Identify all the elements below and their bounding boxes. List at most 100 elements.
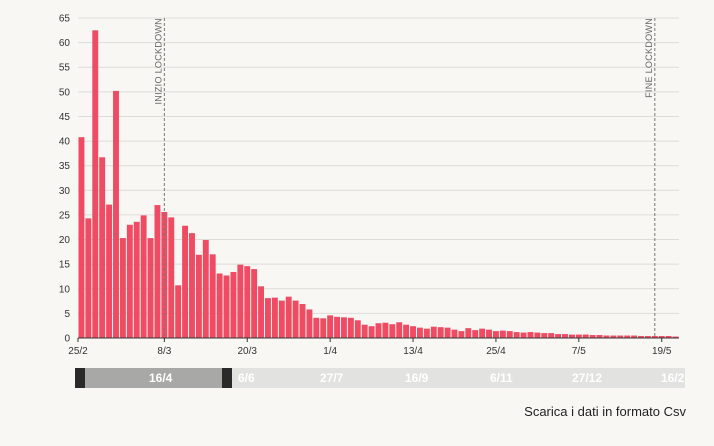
bar xyxy=(665,336,672,338)
x-tick-label: 20/3 xyxy=(238,346,258,357)
bar xyxy=(451,329,458,338)
bar xyxy=(320,318,327,338)
x-tick-label: 19/5 xyxy=(652,346,672,357)
bar xyxy=(527,332,534,338)
bar xyxy=(85,218,92,338)
bar xyxy=(209,254,216,338)
bar xyxy=(265,298,271,338)
timeline-label: 27/7 xyxy=(320,371,344,385)
annotation-label: INIZIO LOCKDOWN xyxy=(153,18,163,105)
bar xyxy=(175,285,182,338)
y-tick-label: 55 xyxy=(59,63,71,74)
bar xyxy=(327,315,334,338)
bar xyxy=(375,323,382,338)
bar xyxy=(589,335,596,338)
y-tick-label: 30 xyxy=(59,186,71,197)
bar xyxy=(644,336,651,338)
bar-layer xyxy=(78,30,679,339)
bar xyxy=(389,324,396,338)
bar xyxy=(119,238,126,338)
timeline-handle-left[interactable] xyxy=(75,368,85,388)
y-tick-label: 45 xyxy=(59,112,71,123)
bar xyxy=(347,317,354,338)
bar xyxy=(106,204,113,338)
bar xyxy=(458,331,465,338)
bar xyxy=(410,326,416,338)
bar xyxy=(278,300,285,338)
bar xyxy=(582,334,589,338)
chart: INIZIO LOCKDOWN FINE LOCKDOWN 0 5 10 15 20 25 3… xyxy=(59,14,679,357)
y-tick-label: 50 xyxy=(59,87,71,98)
bar xyxy=(548,333,555,338)
bar xyxy=(244,266,251,338)
bar xyxy=(423,328,430,338)
bar xyxy=(513,332,520,338)
timeline-window[interactable]: 16/4 xyxy=(75,368,232,388)
bar xyxy=(189,233,195,338)
timeline-handle-right[interactable] xyxy=(222,368,232,388)
timeline-label: 27/12 xyxy=(572,371,603,385)
bar xyxy=(299,304,306,338)
bar xyxy=(472,330,479,338)
x-tick-label: 25/2 xyxy=(68,346,88,357)
bar xyxy=(568,334,575,338)
y-tick-label: 65 xyxy=(59,14,71,25)
bar xyxy=(603,335,610,338)
y-tick-label: 15 xyxy=(59,260,71,271)
bar xyxy=(624,335,631,338)
bar xyxy=(285,296,292,338)
bar xyxy=(562,334,568,338)
bar xyxy=(596,335,603,338)
bar xyxy=(292,300,299,338)
bar xyxy=(465,328,472,338)
bar xyxy=(437,327,444,338)
bar xyxy=(237,264,244,338)
bar xyxy=(672,336,679,338)
y-tick-label: 35 xyxy=(59,161,71,172)
bar xyxy=(99,157,106,338)
bar xyxy=(658,336,665,338)
bar xyxy=(368,326,375,338)
x-tick-label: 7/5 xyxy=(572,346,586,357)
bar xyxy=(147,238,154,338)
bar xyxy=(396,322,403,338)
y-tick-label: 40 xyxy=(59,137,71,148)
bar xyxy=(341,317,347,338)
bar xyxy=(534,332,541,338)
bar xyxy=(382,322,389,338)
bar xyxy=(230,272,237,338)
bar xyxy=(361,324,368,338)
bar xyxy=(182,225,189,338)
bar xyxy=(251,269,258,338)
y-tick-label: 5 xyxy=(64,309,70,320)
timeline-label: 6/11 xyxy=(490,371,513,385)
bar xyxy=(479,328,486,338)
download-csv-link[interactable]: Scarica i dati in formato Csv xyxy=(524,404,686,419)
x-tick-label: 8/3 xyxy=(157,346,171,357)
bar xyxy=(430,326,437,338)
bar xyxy=(486,329,492,338)
annotation-layer: INIZIO LOCKDOWN FINE LOCKDOWN xyxy=(153,18,656,338)
axis-layer: 0 5 10 15 20 25 30 35 40 45 50 55 60 65 25/2 8/3 20/3 1/4… xyxy=(59,14,679,357)
bar xyxy=(216,273,223,338)
bar xyxy=(92,30,99,339)
bar xyxy=(78,137,85,338)
timeline-label: 16/9 xyxy=(405,371,429,385)
bar xyxy=(140,215,147,338)
bar xyxy=(416,327,423,338)
bar xyxy=(499,330,506,338)
bar xyxy=(492,331,499,338)
timeline-slider[interactable]: 16/4 6/6 27/7 16/9 6/11 27/12 16/2 xyxy=(75,368,685,388)
bar xyxy=(113,90,119,338)
y-tick-label: 60 xyxy=(59,38,71,49)
bar xyxy=(631,335,638,338)
grid-layer xyxy=(78,17,679,314)
x-tick-label: 25/4 xyxy=(486,346,506,357)
timeline-label: 16/2 xyxy=(661,371,685,385)
y-tick-label: 0 xyxy=(64,334,70,345)
bar xyxy=(195,254,202,338)
bar xyxy=(610,335,617,338)
bar xyxy=(223,275,230,338)
y-tick-label: 20 xyxy=(59,235,71,246)
bar xyxy=(154,205,161,338)
